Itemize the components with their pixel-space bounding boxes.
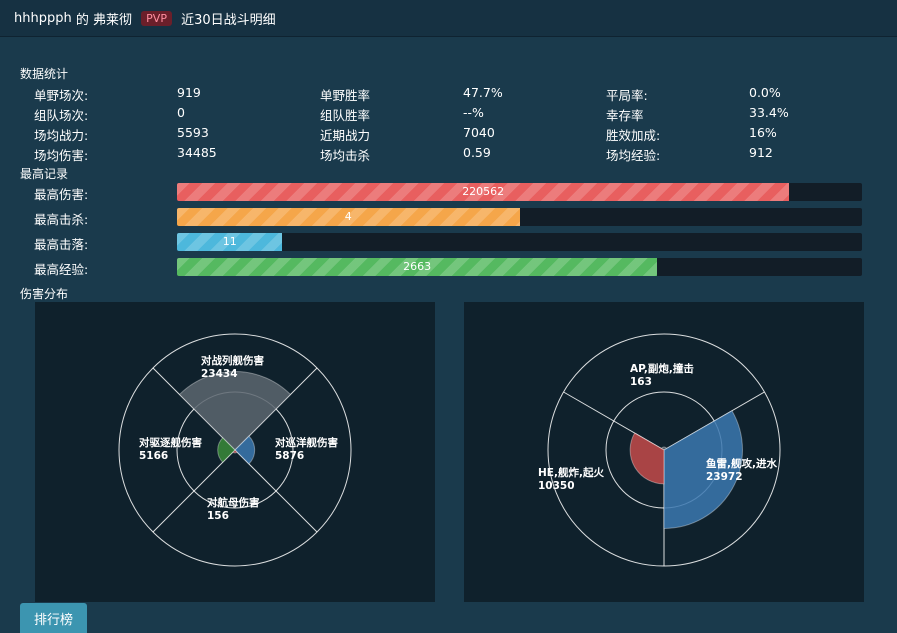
record-bar: 220562 <box>177 183 862 201</box>
sector-battleship <box>178 371 292 451</box>
record-bar: 4 <box>177 208 862 226</box>
stat-value: 0.59 <box>463 145 491 160</box>
record-value: 2663 <box>403 260 432 273</box>
records-section-title: 最高记录 <box>20 167 69 181</box>
stat-value: 0.0% <box>749 85 781 100</box>
stat-value: 5593 <box>177 125 209 140</box>
stats-section-title: 数据统计 <box>20 67 69 81</box>
sector-ap <box>660 446 668 451</box>
sector-label-torpedo: 鱼雷,舰攻,进水 <box>706 457 777 470</box>
sector-label-ap: AP,副炮,撞击 <box>630 362 694 375</box>
stat-value: 0 <box>177 105 185 120</box>
stat-value: 7040 <box>463 125 495 140</box>
grid-spoke <box>152 449 236 533</box>
sector-label-destroyer: 对驱逐舰伤害 <box>139 436 202 449</box>
stat-value: --% <box>463 105 484 120</box>
stat-label: 组队场次: <box>34 108 89 123</box>
sector-torpedo <box>663 410 743 529</box>
stat-label: 场均击杀 <box>320 148 371 163</box>
record-bar-fill <box>177 208 520 226</box>
sector-label-cruiser: 对巡洋舰伤害 <box>275 436 338 449</box>
sector-cruiser <box>234 435 256 465</box>
stat-value: 919 <box>177 85 201 100</box>
damage-section-title: 伤害分布 <box>20 287 69 301</box>
stat-label: 组队胜率 <box>320 108 371 123</box>
stat-value: 33.4% <box>749 105 789 120</box>
sector-value-ap: 163 <box>630 376 652 388</box>
record-bar-fill <box>177 233 283 251</box>
title-connector: 的 <box>75 13 89 28</box>
record-label: 最高经验: <box>34 262 89 277</box>
grid-ring <box>118 333 352 567</box>
ranking-button[interactable]: 排行榜 <box>20 603 87 633</box>
sector-label-he: HE,舰炸,起火 <box>538 466 604 479</box>
damage-target-chart: 对战列舰伤害 23434 对巡洋舰伤害 5876 对航母伤害 156 对驱逐舰伤害 5166 <box>35 302 435 602</box>
record-label: 最高击落: <box>34 237 89 252</box>
stat-value: 912 <box>749 145 773 160</box>
stat-label: 平局率: <box>606 88 648 103</box>
sector-value-carrier: 156 <box>207 510 229 522</box>
page-title: hhhppph 的 弗莱彻 PVP 近30日战斗明细 <box>14 9 276 28</box>
record-label: 最高伤害: <box>34 187 89 202</box>
record-bar: 2663 <box>177 258 862 276</box>
record-bar: 11 <box>177 233 862 251</box>
stat-label: 幸存率 <box>606 108 644 123</box>
mode-badge: PVP <box>141 11 172 26</box>
record-value: 4 <box>344 210 352 223</box>
record-label: 最高击杀: <box>34 212 89 227</box>
page-subtitle: 近30日战斗明细 <box>181 13 276 28</box>
record-value: 11 <box>222 235 237 248</box>
header-bar: hhhppph 的 弗莱彻 PVP 近30日战斗明细 <box>0 0 897 37</box>
stat-label: 近期战力 <box>320 128 371 143</box>
stat-label: 场均战力: <box>34 128 89 143</box>
sector-label-carrier: 对航母伤害 <box>207 496 260 509</box>
stat-label: 单野胜率 <box>320 88 371 103</box>
sector-carrier <box>232 449 238 454</box>
sector-value-he: 10350 <box>538 480 575 492</box>
stat-value: 47.7% <box>463 85 503 100</box>
stat-value: 16% <box>749 125 777 140</box>
stat-value: 34485 <box>177 145 217 160</box>
ship-name: 弗莱彻 <box>93 13 133 28</box>
sector-label-battleship: 对战列舰伤害 <box>201 354 264 367</box>
stat-label: 胜效加成: <box>606 128 661 143</box>
stat-label: 场均伤害: <box>34 148 89 163</box>
sector-value-cruiser: 5876 <box>275 450 304 462</box>
record-bar-fill <box>177 183 790 201</box>
player-name: hhhppph <box>14 11 72 26</box>
stat-label: 单野场次: <box>34 88 89 103</box>
sector-he <box>629 432 665 485</box>
sector-value-battleship: 23434 <box>201 368 238 380</box>
sector-value-torpedo: 23972 <box>706 471 743 483</box>
sector-destroyer <box>217 437 236 463</box>
damage-type-chart: AP,副炮,撞击 163 鱼雷,舰攻,进水 23972 HE,舰炸,起火 10350 <box>464 302 864 602</box>
stat-label: 场均经验: <box>606 148 661 163</box>
record-value: 220562 <box>462 185 505 198</box>
sector-value-destroyer: 5166 <box>139 450 168 462</box>
record-bar-fill <box>177 258 658 276</box>
